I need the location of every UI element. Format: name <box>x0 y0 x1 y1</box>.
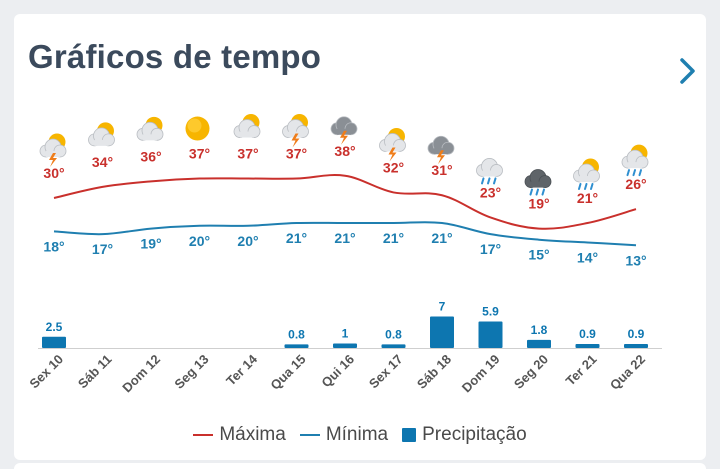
min-temp-label: 21° <box>286 230 307 246</box>
precip-bar <box>624 343 648 348</box>
min-temp-label: 13° <box>625 252 646 268</box>
x-tick-label: Sáb 18 <box>414 352 454 392</box>
x-tick-label: Dom 12 <box>119 352 163 396</box>
max-temp-label: 19° <box>528 196 549 212</box>
cloud-storm-icon <box>427 135 455 165</box>
next-card-edge <box>14 463 706 469</box>
min-temp-label: 18° <box>43 238 64 254</box>
min-temp-label: 19° <box>140 236 161 252</box>
precip-label: 2.5 <box>46 320 63 334</box>
max-temp-label: 23° <box>480 184 501 200</box>
min-temp-label: 20° <box>237 233 258 249</box>
sun-cloud-rain-icon <box>621 144 649 177</box>
precip-label: 7 <box>439 300 446 314</box>
max-temp-label: 26° <box>625 176 646 192</box>
legend-max[interactable]: Máxima <box>193 424 286 446</box>
legend-precip-label: Precipitação <box>422 424 527 445</box>
min-temp-label: 14° <box>577 249 598 265</box>
max-temp-label: 38° <box>334 143 355 159</box>
x-tick-label: Ter 21 <box>563 352 600 389</box>
precip-label: 0.8 <box>288 327 305 341</box>
sun-cloud-icon <box>88 122 115 147</box>
x-tick-label: Sex 17 <box>366 352 406 392</box>
sun-icon <box>185 116 210 141</box>
chevron-right-icon[interactable] <box>677 56 699 86</box>
sun-cloud-icon <box>233 114 261 138</box>
min-temp-label: 20° <box>189 233 210 249</box>
max-temp-label: 21° <box>577 190 598 206</box>
precip-bar <box>381 344 406 348</box>
sun-cloud-storm-icon <box>282 114 309 148</box>
max-temp-label: 37° <box>237 146 258 162</box>
x-tick-label: Sáb 11 <box>75 352 115 392</box>
precip-label: 1 <box>342 327 349 341</box>
max-temp-label: 31° <box>431 162 452 178</box>
x-tick-label: Seg 13 <box>171 352 211 392</box>
x-tick-label: Sex 10 <box>26 352 66 392</box>
dark-cloud-rain-icon <box>524 169 552 196</box>
legend-precip-swatch <box>402 428 417 442</box>
precip-label: 0.8 <box>385 327 402 341</box>
legend-max-label: Máxima <box>219 424 286 445</box>
precip-label: 1.8 <box>531 323 548 337</box>
precip-bar <box>575 343 600 348</box>
max-temp-label: 34° <box>92 154 113 170</box>
x-tick-label: Qua 22 <box>607 352 648 393</box>
x-tick-label: Ter 14 <box>223 351 261 389</box>
min-temp-label: 21° <box>383 230 404 246</box>
max-temp-label: 37° <box>286 146 307 162</box>
sun-cloud-storm-icon <box>379 127 406 162</box>
legend-min-label: Mínima <box>325 424 389 445</box>
precip-label: 0.9 <box>579 327 596 341</box>
legend-max-swatch <box>193 434 214 436</box>
precip-bar <box>284 344 309 348</box>
precip-bar <box>430 316 454 348</box>
precip-bar <box>478 321 503 348</box>
weather-chart-card: Gráficos de tempo 2.5 0.8 1 0.8 7 5.9 1.8 0.9 0.… <box>14 14 706 460</box>
min-temp-line <box>53 221 637 247</box>
cloud-storm-icon <box>330 116 358 145</box>
chart-legend: Máxima Mínima Precipitação <box>14 424 706 446</box>
sun-cloud-rain-icon <box>573 158 600 191</box>
legend-min-swatch <box>299 434 320 436</box>
min-temp-label: 15° <box>528 247 549 263</box>
legend-min[interactable]: Mínima <box>299 424 389 446</box>
x-tick-label: Dom 19 <box>459 352 503 396</box>
cloud-rain-icon <box>476 158 503 185</box>
min-temp-label: 21° <box>334 230 355 246</box>
legend-precip[interactable]: Precipitação <box>402 424 527 446</box>
max-temp-label: 30° <box>43 165 64 181</box>
precip-bar <box>333 343 357 348</box>
x-tick-label: Qua 15 <box>267 352 308 393</box>
weather-chart: 2.5 0.8 1 0.8 7 5.9 1.8 0.9 0.9 30° 18° 34° 17° 36° 19… <box>26 114 662 396</box>
page-title: Gráficos de tempo <box>28 38 322 75</box>
precip-label: 0.9 <box>628 327 645 341</box>
precip-label: 5.9 <box>482 304 499 318</box>
x-tick-label: Seg 20 <box>511 352 551 392</box>
max-temp-label: 32° <box>383 159 404 175</box>
max-temp-label: 37° <box>189 146 210 162</box>
precip-bar <box>527 339 551 348</box>
sun-cloud-icon <box>136 116 164 141</box>
max-temp-line <box>53 174 637 230</box>
min-temp-label: 17° <box>480 241 501 257</box>
max-temp-label: 36° <box>140 148 161 164</box>
sun-cloud-storm-icon <box>39 133 67 167</box>
min-temp-label: 17° <box>92 241 113 257</box>
x-tick-label: Qui 16 <box>318 352 357 391</box>
min-temp-label: 21° <box>431 230 452 246</box>
precip-bar <box>42 336 66 348</box>
